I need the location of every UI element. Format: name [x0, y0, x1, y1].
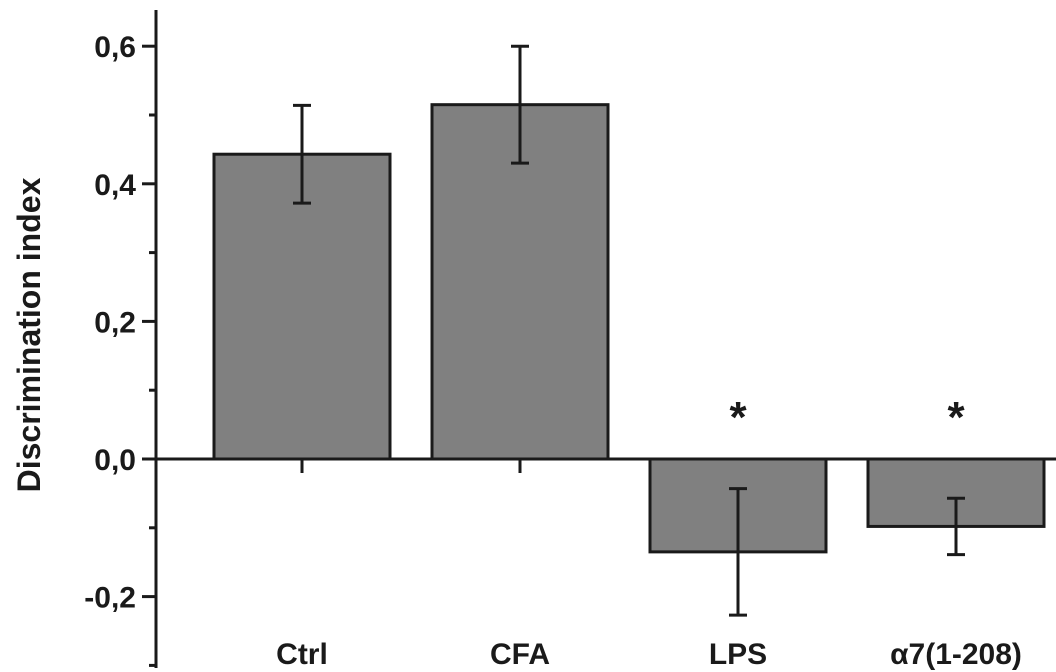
bar: [212, 152, 392, 461]
y-tick-label: 0,6: [94, 31, 136, 64]
y-tick-label: 0,0: [94, 444, 136, 477]
significance-marker: *: [947, 393, 965, 442]
error-bars-group: [293, 44, 965, 617]
category-label: LPS: [709, 638, 767, 671]
category-labels: Ctrl CFA LPS α7(1-208): [276, 638, 1022, 671]
y-tick-label: -0,2: [84, 582, 136, 615]
significance-marker: *: [729, 393, 747, 442]
y-tick-label: 0,2: [94, 306, 136, 339]
category-label: α7(1-208): [890, 638, 1022, 671]
bars-group: [212, 103, 1046, 554]
y-axis-title: Discrimination index: [11, 177, 47, 492]
annotations-group: * *: [729, 393, 965, 442]
y-tick-label: 0,4: [94, 169, 136, 202]
category-label: Ctrl: [276, 638, 328, 671]
category-label: CFA: [490, 638, 550, 671]
y-axis: -0,2 0,0 0,2 0,4 0,6: [84, 10, 158, 668]
